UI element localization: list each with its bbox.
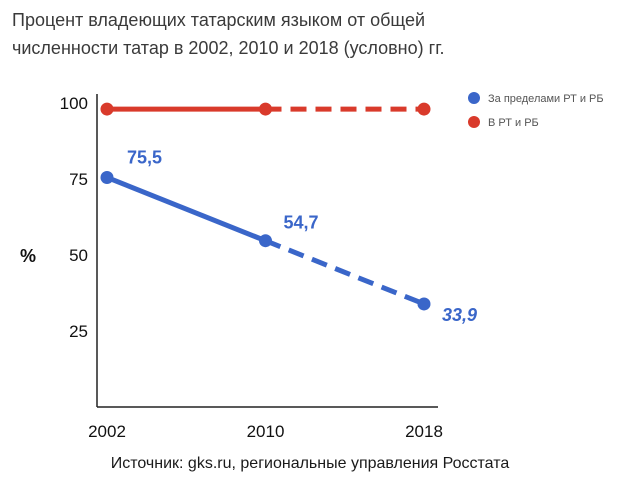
blue-series-segment	[106, 175, 267, 244]
x-tick-label: 2018	[405, 422, 443, 441]
data-label: 54,7	[284, 213, 319, 233]
legend-label: За пределами РТ и РБ	[488, 93, 604, 105]
blue-series-segment	[264, 238, 425, 307]
data-label: 33,9	[442, 305, 477, 325]
y-tick-label: 100	[60, 94, 88, 113]
legend-marker	[468, 92, 480, 104]
y-tick-label: 50	[69, 246, 88, 265]
y-axis-label: %	[20, 246, 36, 266]
y-tick-label: 75	[69, 170, 88, 189]
y-tick-label: 25	[69, 322, 88, 341]
x-tick-label: 2002	[88, 422, 126, 441]
x-tick-label: 2010	[247, 422, 285, 441]
source-note: Источник: gks.ru, региональные управлени…	[110, 455, 510, 472]
red-series-point	[417, 102, 431, 116]
chart-title-line-2: численности татар в 2002, 2010 и 2018 (у…	[12, 38, 445, 58]
chart-title-line-1: Процент владеющих татарским языком от об…	[12, 10, 426, 30]
blue-series-point	[259, 234, 272, 248]
chart-title: Процент владеющих татарским языком от об…	[12, 6, 572, 62]
blue-series-point	[100, 170, 114, 184]
data-label: 75,5	[127, 147, 162, 167]
red-series-point	[100, 102, 114, 116]
legend-label: В РТ и РБ	[488, 117, 539, 129]
legend-marker	[468, 116, 480, 128]
blue-series-point	[417, 297, 431, 311]
red-series-point	[259, 102, 272, 116]
